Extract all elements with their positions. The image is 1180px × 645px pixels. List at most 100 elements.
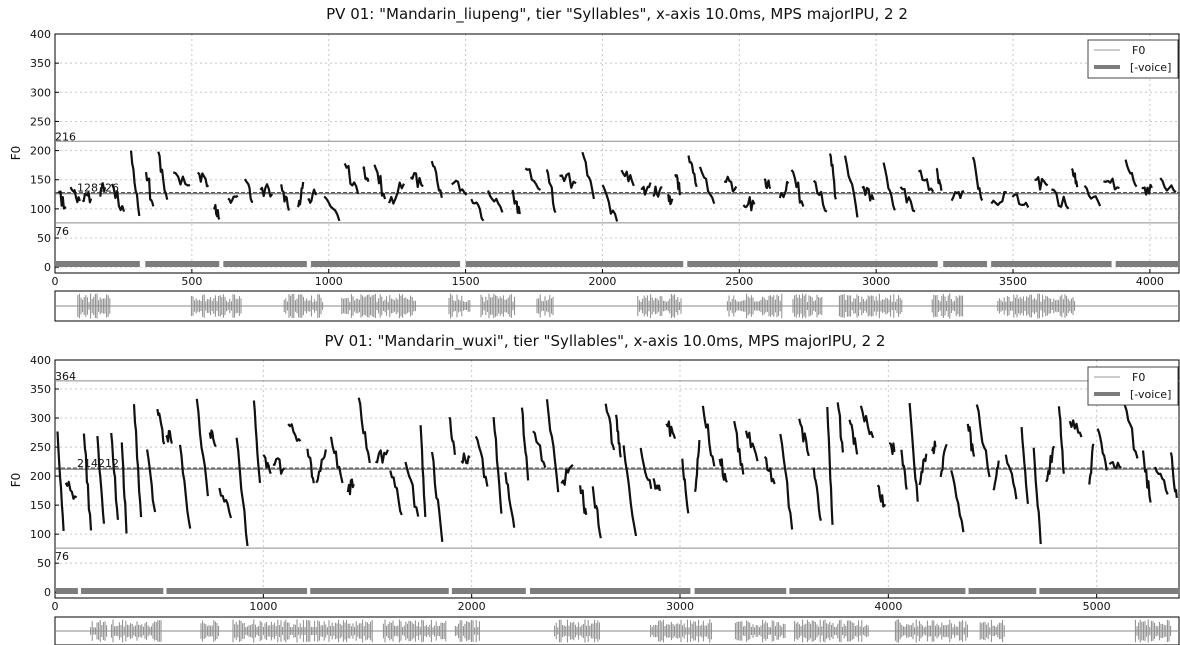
f0-segment [779,433,794,530]
f0-segment [908,402,919,502]
f0-segment [1141,183,1153,196]
f0-segment [694,440,701,492]
f0-segment [262,454,272,475]
f0-segment [157,151,169,200]
voice-gap [683,261,688,267]
f0-segment [579,485,588,515]
f0-segment [918,453,928,486]
y-tick-label: 200 [30,145,51,158]
voice-gap [525,588,530,594]
f0-segment [218,487,233,519]
waveform-strip [54,290,1180,322]
f0-segment [388,181,405,205]
f0-segment [990,190,1007,207]
voice-gap [786,588,790,594]
f0-segment [357,397,371,464]
f0-segment [975,404,991,478]
x-tick-label: 3000 [666,600,694,613]
f0-segment [1103,177,1120,191]
f0-segment [601,184,619,222]
f0-segment [882,162,896,211]
f0-segment [306,448,315,484]
f0-segment [146,449,157,513]
f0-segment [1096,428,1108,471]
ref-label-max: 364 [55,370,76,383]
y-tick-label: 50 [37,232,51,245]
f0-segment [763,178,772,190]
f0-segment [545,169,557,214]
y-tick-label: 150 [30,174,51,187]
x-tick-label: 4000 [1136,275,1164,288]
f0-segment [252,400,262,484]
legend-label-voice: [-voice] [1130,61,1171,74]
f0-segment [82,433,93,531]
f0-segment [492,417,503,514]
f0-segment [966,423,976,457]
f0-segment [652,185,663,198]
f0-segment [698,166,716,204]
voice-gap [163,588,167,594]
f0-segment [971,156,984,201]
f0-segment [950,190,965,202]
f0-segment [346,478,355,496]
f0-segment [681,458,690,514]
f0-segment [323,195,341,222]
f0-segment [798,418,810,457]
f0-segment [373,164,387,200]
f0-series [56,397,1178,547]
f0-segment [812,179,828,213]
voice-bar [56,261,1178,267]
voice-bar [56,588,1178,594]
f0-segment [520,407,530,481]
voice-gap [306,261,311,267]
f0-segment [1045,445,1056,483]
y-tick-label: 400 [30,28,51,41]
f0-segment [165,429,173,444]
f0-segment [876,484,887,508]
chart-title: PV 01: "Mandarin_wuxi", tier "Syllables"… [325,332,886,351]
f0-segment [132,404,143,518]
f0-segment [1034,176,1049,191]
voice-bar-fill [56,261,1178,267]
f0-segment [652,478,661,492]
legend-label-f0: F0 [1132,44,1145,57]
f0-segment [591,486,602,539]
f0-segment [545,399,560,493]
legend: F0 [-voice] [1087,366,1179,406]
f0-segment [460,452,471,465]
ref-label-mean: 128126 [77,182,119,195]
f0-segment [812,467,822,521]
y-tick-label: 350 [30,383,51,396]
f0-segment [1057,406,1065,474]
y-tick-label: 0 [44,586,51,599]
f0-segment [343,162,360,194]
f0-segment [701,405,716,467]
plot-frame [54,33,1180,274]
f0-segment [409,172,424,189]
f0-segment [615,414,622,458]
grid [54,33,1180,273]
f0-segment [1141,450,1152,503]
f0-segment [430,451,444,543]
ref-label-max: 216 [55,130,76,143]
waveform-strip [54,616,1180,645]
f0-segment [178,444,192,529]
voice-gap [965,588,969,594]
f0-segment [763,456,776,485]
f0-segment [950,470,965,533]
x-tick-label: 0 [52,275,59,288]
reference-lines [55,140,1180,224]
f0-segment [744,430,759,462]
f0-segment [1070,168,1079,188]
f0-segment [581,151,595,200]
f0-segment [1004,454,1018,500]
f0-segment [404,461,420,517]
f0-segment [723,175,738,193]
voice-gap [448,588,452,594]
f0-segment [1088,443,1095,485]
f0-segment [918,169,935,193]
y-tick-label: 300 [30,412,51,425]
f0-segment [172,171,191,187]
voice-gap [139,261,146,267]
legend-box [1087,366,1179,406]
